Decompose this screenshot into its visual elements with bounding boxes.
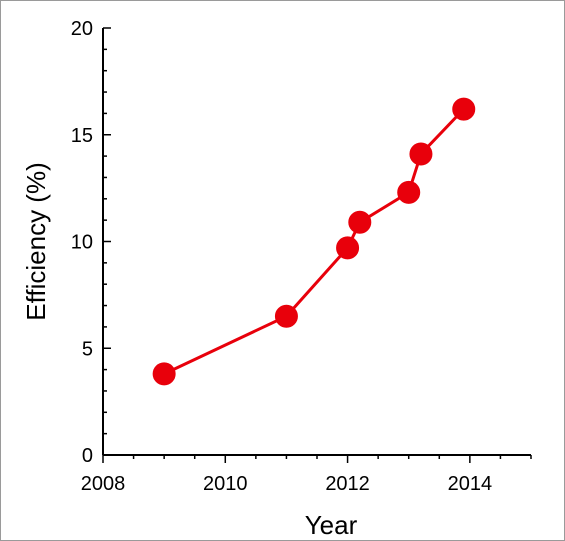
y-tick-label: 15: [71, 125, 93, 147]
x-axis-title: Year: [305, 510, 358, 540]
axes: 0 5 10 15 20 2008 2010 2012 2014: [71, 18, 532, 495]
x-tick-label: 2012: [325, 473, 370, 495]
data-point: [336, 236, 360, 260]
y-axis-title: Efficiency (%): [21, 162, 51, 320]
series-layer: [152, 97, 476, 386]
x-tick-label: 2014: [448, 473, 493, 495]
y-tick-label: 5: [82, 338, 93, 360]
data-point: [409, 142, 433, 166]
data-point: [274, 304, 298, 328]
data-point: [348, 210, 372, 234]
data-point: [152, 362, 176, 386]
y-tick-label: 0: [82, 445, 93, 467]
data-point: [452, 97, 476, 121]
x-tick-label: 2010: [203, 473, 248, 495]
y-tick-label: 20: [71, 18, 93, 40]
data-point: [397, 180, 421, 204]
x-tick-label: 2008: [81, 473, 126, 495]
y-tick-label: 10: [71, 232, 93, 254]
